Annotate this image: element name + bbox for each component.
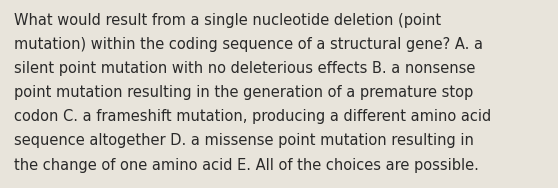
- Text: mutation) within the coding sequence of a structural gene? A. a: mutation) within the coding sequence of …: [14, 37, 483, 52]
- Text: codon C. a frameshift mutation, producing a different amino acid: codon C. a frameshift mutation, producin…: [14, 109, 491, 124]
- Text: What would result from a single nucleotide deletion (point: What would result from a single nucleoti…: [14, 13, 441, 28]
- Text: the change of one amino acid E. All of the choices are possible.: the change of one amino acid E. All of t…: [14, 158, 479, 173]
- Text: sequence altogether D. a missense point mutation resulting in: sequence altogether D. a missense point …: [14, 133, 474, 149]
- Text: point mutation resulting in the generation of a premature stop: point mutation resulting in the generati…: [14, 85, 473, 100]
- Text: silent point mutation with no deleterious effects B. a nonsense: silent point mutation with no deleteriou…: [14, 61, 475, 76]
